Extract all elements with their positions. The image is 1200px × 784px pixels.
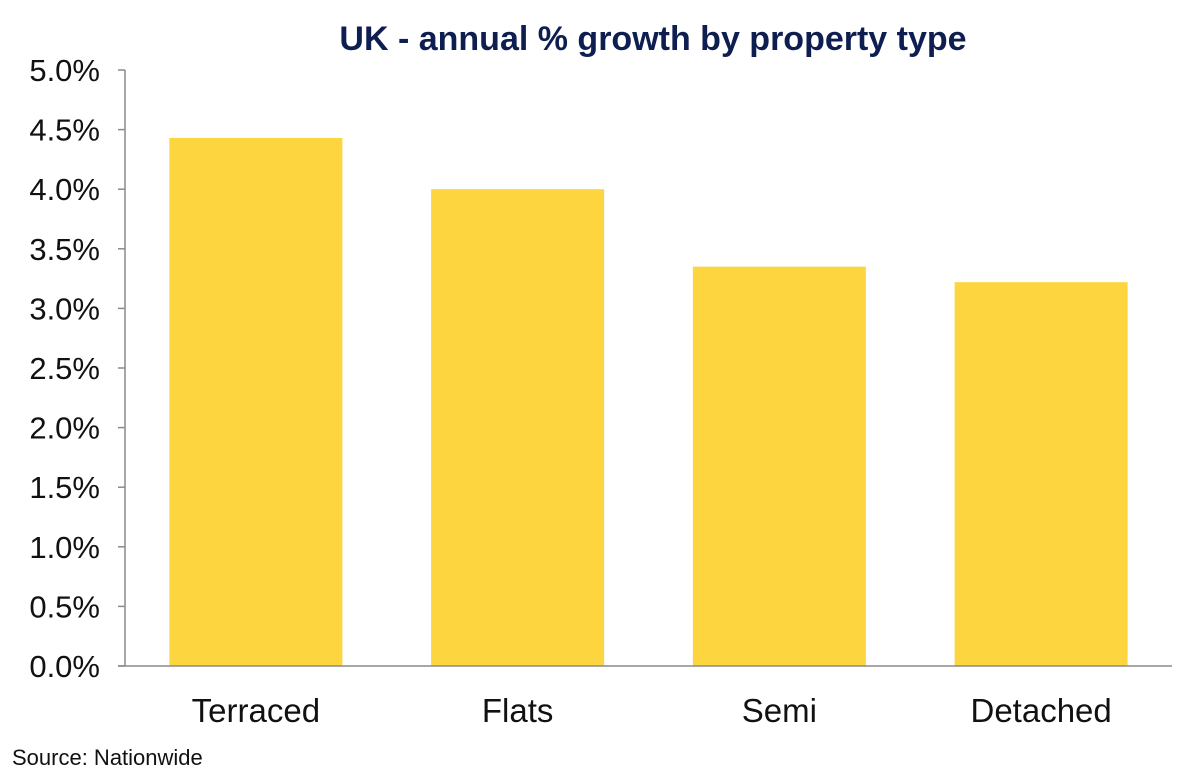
y-tick-label: 4.5% (29, 113, 100, 148)
y-tick-label: 2.5% (29, 351, 100, 386)
y-tick-label: 2.0% (29, 411, 100, 446)
x-category-label: Semi (742, 692, 817, 729)
x-category-label: Flats (482, 692, 554, 729)
bar-terraced (169, 137, 343, 667)
chart-title: UK - annual % growth by property type (339, 20, 966, 58)
y-tick-label: 1.0% (29, 530, 100, 565)
y-tick-label: 5.0% (29, 53, 100, 88)
y-tick-label: 0.5% (29, 589, 100, 624)
y-tick-label: 3.5% (29, 232, 100, 267)
x-category-label: Terraced (192, 692, 320, 729)
x-axis-labels: Terraced Flats Semi Detached (192, 692, 1112, 729)
bar-detached (954, 282, 1128, 666)
y-tick-label: 0.0% (29, 649, 100, 684)
y-axis-ticks: 0.0% 0.5% 1.0% 1.5% 2.0% 2.5% 3.0% 3.5% 4.0% 4.5%… (29, 53, 125, 684)
bar-semi (692, 266, 866, 666)
y-tick-label: 3.0% (29, 291, 100, 326)
bar-flats (431, 189, 605, 666)
bars (169, 137, 1128, 667)
y-tick-label: 4.0% (29, 172, 100, 207)
y-tick-label: 1.5% (29, 470, 100, 505)
source-note: Source: Nationwide (12, 745, 203, 770)
x-category-label: Detached (970, 692, 1111, 729)
